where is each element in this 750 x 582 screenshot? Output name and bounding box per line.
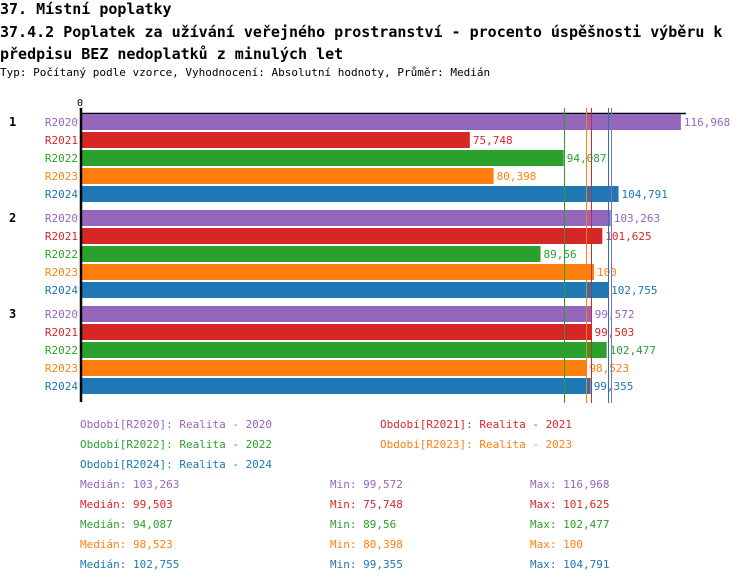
max-stat: Max: 116,968 — [530, 478, 610, 491]
max-stat: Max: 104,791 — [530, 558, 610, 571]
data-label: 99,355 — [594, 380, 634, 393]
max-stat: Max: 101,625 — [530, 498, 610, 511]
legend-item: Období[R2022]: Realita - 2022 — [80, 438, 273, 451]
data-label: 99,503 — [594, 326, 634, 339]
bar-r2020 — [82, 210, 611, 226]
bar-r2022 — [82, 150, 564, 166]
category-label: 3 — [9, 307, 16, 321]
median-stat: Medián: 98,523 — [80, 538, 173, 551]
bar-r2020 — [82, 114, 681, 130]
bar-r2021 — [82, 324, 592, 340]
bar-r2021 — [82, 132, 470, 148]
bar-r2023 — [82, 360, 587, 376]
series-label: R2022 — [45, 152, 78, 165]
min-stat: Min: 99,355 — [330, 558, 403, 571]
series-label: R2020 — [45, 212, 78, 225]
legend-item: Období[R2021]: Realita - 2021 — [380, 418, 573, 431]
bar-r2024 — [82, 378, 591, 394]
data-label: 75,748 — [473, 134, 513, 147]
median-stat: Medián: 103,263 — [80, 478, 180, 491]
series-label: R2024 — [45, 188, 78, 201]
data-label: 100 — [597, 266, 617, 279]
max-stat: Max: 100 — [530, 538, 583, 551]
max-stat: Max: 102,477 — [530, 518, 610, 531]
data-label: 89,56 — [544, 248, 577, 261]
data-label: 102,755 — [611, 284, 657, 297]
median-stat: Medián: 102,755 — [80, 558, 180, 571]
bar-r2022 — [82, 246, 541, 262]
bar-r2021 — [82, 228, 603, 244]
legend-item: Období[R2024]: Realita - 2024 — [80, 458, 273, 471]
data-label: 103,263 — [614, 212, 660, 225]
series-label: R2022 — [45, 344, 78, 357]
bar-r2024 — [82, 186, 619, 202]
data-label: 80,398 — [497, 170, 537, 183]
min-stat: Min: 80,398 — [330, 538, 403, 551]
data-label: 104,791 — [622, 188, 668, 201]
series-label: R2024 — [45, 284, 78, 297]
min-stat: Min: 75,748 — [330, 498, 403, 511]
chart-subtitle: Typ: Počítaný podle vzorce, Vyhodnocení:… — [0, 66, 491, 79]
bar-r2023 — [82, 168, 494, 184]
series-label: R2024 — [45, 380, 78, 393]
bar-r2020 — [82, 306, 592, 322]
bar-r2023 — [82, 264, 594, 280]
series-label: R2020 — [45, 308, 78, 321]
series-label: R2023 — [45, 362, 78, 375]
data-label: 102,477 — [610, 344, 656, 357]
legend-item: Období[R2020]: Realita - 2020 — [80, 418, 273, 431]
category-label: 1 — [9, 115, 16, 129]
legend-item: Období[R2023]: Realita - 2023 — [380, 438, 573, 451]
min-stat: Min: 89,56 — [330, 518, 397, 531]
data-label: 116,968 — [684, 116, 730, 129]
min-stat: Min: 99,572 — [330, 478, 403, 491]
median-stat: Medián: 94,087 — [80, 518, 173, 531]
series-label: R2023 — [45, 170, 78, 183]
series-label: R2023 — [45, 266, 78, 279]
data-label: 101,625 — [605, 230, 651, 243]
series-label: R2021 — [45, 230, 78, 243]
series-label: R2021 — [45, 326, 78, 339]
series-label: R2022 — [45, 248, 78, 261]
series-label: R2021 — [45, 134, 78, 147]
section-title: 37. Místní poplatky — [0, 0, 172, 18]
series-label: R2020 — [45, 116, 78, 129]
category-label: 2 — [9, 211, 16, 225]
data-label: 98,523 — [589, 362, 629, 375]
data-label: 99,572 — [595, 308, 635, 321]
x-tick-label: 0 — [77, 98, 83, 109]
chart-title: 37.4.2 Poplatek za užívání veřejného pro… — [0, 23, 723, 63]
bar-r2022 — [82, 342, 607, 358]
bar-r2024 — [82, 282, 609, 298]
median-stat: Medián: 99,503 — [80, 498, 173, 511]
